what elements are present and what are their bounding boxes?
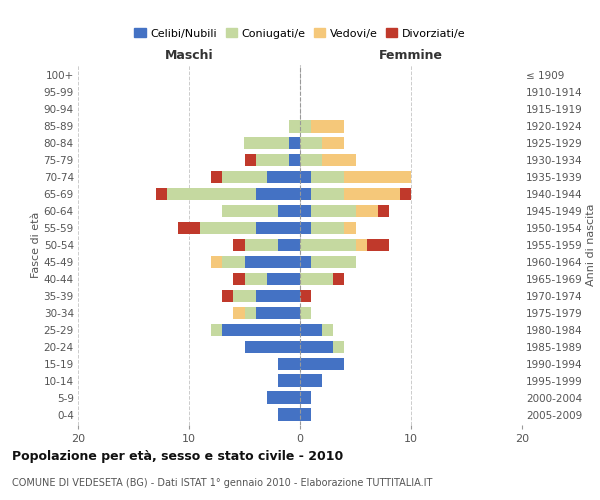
Bar [322, 154, 355, 166]
Bar [355, 204, 378, 218]
Bar [178, 222, 200, 234]
Bar [211, 324, 222, 336]
Bar [156, 188, 167, 200]
Bar [289, 136, 300, 149]
Bar [278, 358, 300, 370]
Bar [223, 256, 245, 268]
Bar [300, 272, 334, 285]
Bar [311, 120, 344, 132]
Text: Maschi: Maschi [164, 50, 214, 62]
Bar [266, 272, 300, 285]
Bar [378, 204, 389, 218]
Bar [300, 392, 311, 404]
Bar [300, 290, 311, 302]
Bar [200, 222, 256, 234]
Bar [256, 154, 289, 166]
Bar [278, 408, 300, 421]
Bar [300, 306, 311, 320]
Bar [300, 222, 311, 234]
Bar [211, 170, 222, 183]
Bar [400, 188, 411, 200]
Y-axis label: Fasce di età: Fasce di età [31, 212, 41, 278]
Bar [300, 408, 311, 421]
Text: Femmine: Femmine [379, 50, 443, 62]
Bar [278, 238, 300, 252]
Text: COMUNE DI VEDESETA (BG) - Dati ISTAT 1° gennaio 2010 - Elaborazione TUTTITALIA.I: COMUNE DI VEDESETA (BG) - Dati ISTAT 1° … [12, 478, 433, 488]
Bar [300, 256, 311, 268]
Bar [278, 374, 300, 387]
Bar [222, 324, 300, 336]
Bar [311, 170, 344, 183]
Bar [311, 188, 344, 200]
Bar [300, 136, 322, 149]
Bar [211, 256, 222, 268]
Bar [245, 256, 300, 268]
Bar [245, 340, 300, 353]
Bar [233, 290, 256, 302]
Bar [311, 256, 355, 268]
Y-axis label: Anni di nascita: Anni di nascita [586, 204, 596, 286]
Bar [322, 324, 334, 336]
Bar [300, 204, 311, 218]
Bar [233, 238, 245, 252]
Bar [278, 204, 300, 218]
Bar [334, 272, 344, 285]
Bar [300, 120, 311, 132]
Bar [245, 306, 256, 320]
Bar [344, 222, 355, 234]
Bar [266, 392, 300, 404]
Bar [223, 204, 278, 218]
Bar [344, 188, 400, 200]
Bar [233, 306, 245, 320]
Bar [167, 188, 256, 200]
Bar [355, 238, 367, 252]
Bar [256, 188, 300, 200]
Bar [300, 374, 322, 387]
Bar [289, 120, 300, 132]
Bar [344, 170, 411, 183]
Bar [256, 222, 300, 234]
Bar [256, 306, 300, 320]
Bar [245, 154, 256, 166]
Bar [266, 170, 300, 183]
Bar [245, 272, 266, 285]
Bar [300, 358, 344, 370]
Bar [300, 188, 311, 200]
Bar [300, 340, 334, 353]
Bar [367, 238, 389, 252]
Bar [322, 136, 344, 149]
Bar [222, 170, 266, 183]
Bar [300, 170, 311, 183]
Bar [311, 204, 355, 218]
Bar [256, 290, 300, 302]
Bar [245, 136, 289, 149]
Bar [222, 290, 233, 302]
Bar [300, 238, 355, 252]
Bar [311, 222, 344, 234]
Legend: Celibi/Nubili, Coniugati/e, Vedovi/e, Divorziati/e: Celibi/Nubili, Coniugati/e, Vedovi/e, Di… [130, 24, 470, 43]
Text: Popolazione per età, sesso e stato civile - 2010: Popolazione per età, sesso e stato civil… [12, 450, 343, 463]
Bar [300, 154, 322, 166]
Bar [245, 238, 278, 252]
Bar [334, 340, 344, 353]
Bar [289, 154, 300, 166]
Bar [233, 272, 245, 285]
Bar [300, 324, 322, 336]
